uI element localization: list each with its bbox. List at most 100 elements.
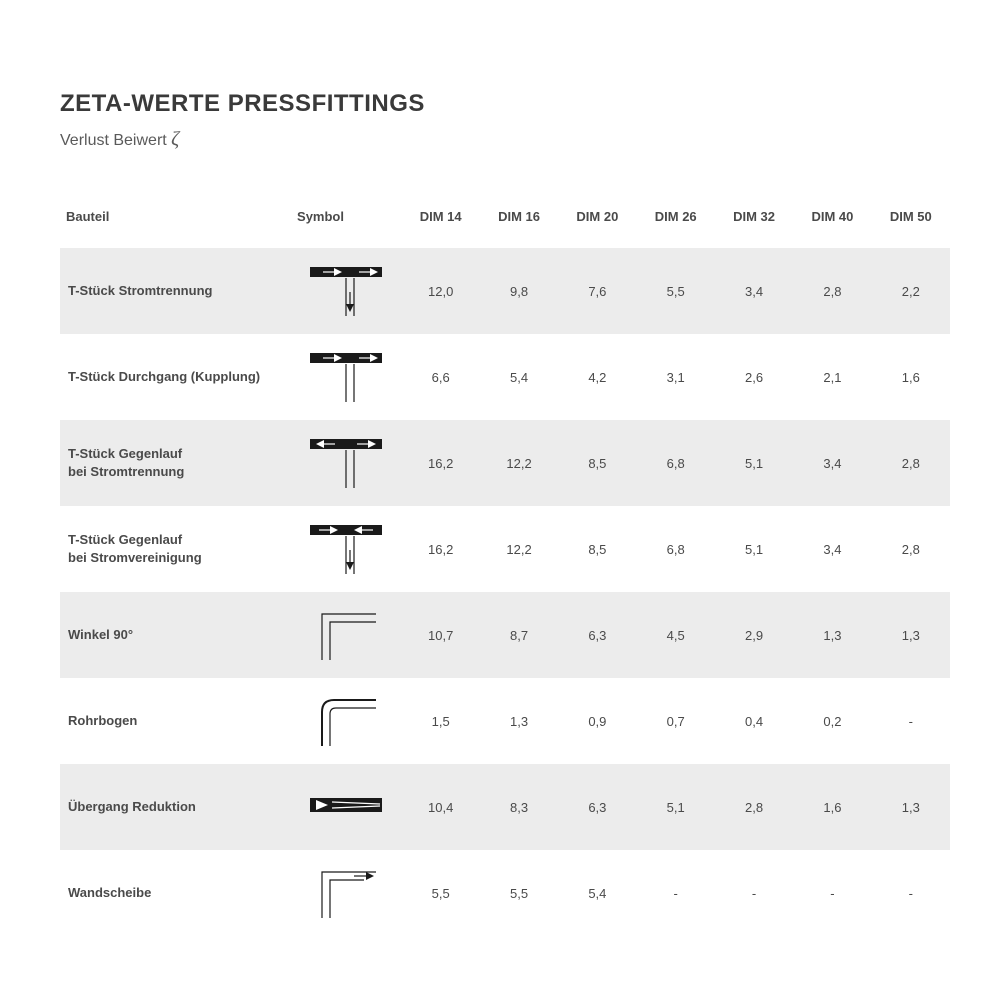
cell-value: 6,3: [558, 592, 636, 678]
row-symbol: [291, 420, 401, 506]
cell-value: 5,5: [480, 850, 558, 936]
cell-value: 5,1: [715, 506, 793, 592]
cell-value: 2,1: [793, 334, 871, 420]
col-dim40: DIM 40: [793, 201, 871, 248]
cell-value: 8,5: [558, 420, 636, 506]
cell-value: -: [793, 850, 871, 936]
page-subtitle: Verlust Beiwert ζ: [60, 128, 950, 151]
row-label: Übergang Reduktion: [60, 764, 291, 850]
cell-value: 1,5: [402, 678, 480, 764]
cell-value: 3,4: [793, 420, 871, 506]
col-dim14: DIM 14: [402, 201, 480, 248]
col-dim32: DIM 32: [715, 201, 793, 248]
table-row: T-Stück Gegenlaufbei Stromvereinigung16,…: [60, 506, 950, 592]
table-row: T-Stück Durchgang (Kupplung) 6,65,44,23,1…: [60, 334, 950, 420]
cell-value: 5,5: [402, 850, 480, 936]
subtitle-prefix: Verlust Beiwert: [60, 132, 171, 149]
cell-value: 9,8: [480, 248, 558, 334]
col-dim26: DIM 26: [637, 201, 715, 248]
table-row: T-Stück Stromtrennung 12,09,87,65,53,42,8…: [60, 248, 950, 334]
cell-value: -: [872, 850, 950, 936]
table-row: Wandscheibe5,55,55,4----: [60, 850, 950, 936]
cell-value: -: [872, 678, 950, 764]
wallplate-icon: [304, 860, 388, 924]
cell-value: 1,3: [872, 764, 950, 850]
cell-value: 0,9: [558, 678, 636, 764]
cell-value: 16,2: [402, 420, 480, 506]
cell-value: 12,2: [480, 420, 558, 506]
cell-value: 4,5: [637, 592, 715, 678]
cell-value: 2,8: [872, 420, 950, 506]
cell-value: 3,1: [637, 334, 715, 420]
table-row: Rohrbogen1,51,30,90,70,40,2-: [60, 678, 950, 764]
cell-value: 1,3: [872, 592, 950, 678]
cell-value: 5,4: [558, 850, 636, 936]
cell-value: 6,8: [637, 420, 715, 506]
row-label: Wandscheibe: [60, 850, 291, 936]
tee_sep-icon: [304, 258, 388, 322]
row-label: Winkel 90°: [60, 592, 291, 678]
cell-value: 3,4: [793, 506, 871, 592]
page: ZETA-WERTE PRESSFITTINGS Verlust Beiwert…: [0, 0, 1000, 976]
row-label: T-Stück Stromtrennung: [60, 248, 291, 334]
cell-value: 1,3: [793, 592, 871, 678]
cell-value: 5,1: [715, 420, 793, 506]
col-dim16: DIM 16: [480, 201, 558, 248]
cell-value: 4,2: [558, 334, 636, 420]
cell-value: 2,8: [715, 764, 793, 850]
cell-value: 5,5: [637, 248, 715, 334]
cell-value: 2,6: [715, 334, 793, 420]
row-symbol: [291, 334, 401, 420]
cell-value: 2,2: [872, 248, 950, 334]
col-dim50: DIM 50: [872, 201, 950, 248]
cell-value: 1,6: [872, 334, 950, 420]
zeta-symbol: ζ: [171, 128, 179, 150]
col-symbol: Symbol: [291, 201, 401, 248]
bend-icon: [304, 688, 388, 752]
cell-value: 6,8: [637, 506, 715, 592]
table-row: Übergang Reduktion 10,48,36,35,12,81,61,3: [60, 764, 950, 850]
table-body: T-Stück Stromtrennung12,09,87,65,53,42,8…: [60, 248, 950, 936]
cell-value: 12,0: [402, 248, 480, 334]
row-label: T-Stück Durchgang (Kupplung): [60, 334, 291, 420]
col-bauteil: Bauteil: [60, 201, 291, 248]
cell-value: 2,9: [715, 592, 793, 678]
cell-value: -: [715, 850, 793, 936]
cell-value: 1,3: [480, 678, 558, 764]
cell-value: 2,8: [872, 506, 950, 592]
row-symbol: [291, 850, 401, 936]
cell-value: 5,1: [637, 764, 715, 850]
row-label: Rohrbogen: [60, 678, 291, 764]
cell-value: 6,6: [402, 334, 480, 420]
cell-value: 8,7: [480, 592, 558, 678]
cell-value: 5,4: [480, 334, 558, 420]
page-title: ZETA-WERTE PRESSFITTINGS: [60, 90, 950, 118]
row-symbol: [291, 506, 401, 592]
row-symbol: [291, 248, 401, 334]
cell-value: 3,4: [715, 248, 793, 334]
tee_counter_sep-icon: [304, 430, 388, 494]
cell-value: 2,8: [793, 248, 871, 334]
row-symbol: [291, 678, 401, 764]
row-symbol: [291, 764, 401, 850]
cell-value: -: [637, 850, 715, 936]
cell-value: 8,3: [480, 764, 558, 850]
table-row: Winkel 90°10,78,76,34,52,91,31,3: [60, 592, 950, 678]
col-dim20: DIM 20: [558, 201, 636, 248]
row-label: T-Stück Gegenlaufbei Stromtrennung: [60, 420, 291, 506]
cell-value: 0,4: [715, 678, 793, 764]
tee_counter_join-icon: [304, 516, 388, 580]
row-symbol: [291, 592, 401, 678]
cell-value: 6,3: [558, 764, 636, 850]
cell-value: 12,2: [480, 506, 558, 592]
cell-value: 10,4: [402, 764, 480, 850]
cell-value: 1,6: [793, 764, 871, 850]
cell-value: 16,2: [402, 506, 480, 592]
table-header: Bauteil Symbol DIM 14 DIM 16 DIM 20 DIM …: [60, 201, 950, 248]
tee_through-icon: [304, 344, 388, 408]
zeta-table: Bauteil Symbol DIM 14 DIM 16 DIM 20 DIM …: [60, 201, 950, 936]
reducer-icon: [304, 774, 388, 838]
cell-value: 7,6: [558, 248, 636, 334]
cell-value: 10,7: [402, 592, 480, 678]
table-row: T-Stück Gegenlaufbei Stromtrennung 16,212…: [60, 420, 950, 506]
